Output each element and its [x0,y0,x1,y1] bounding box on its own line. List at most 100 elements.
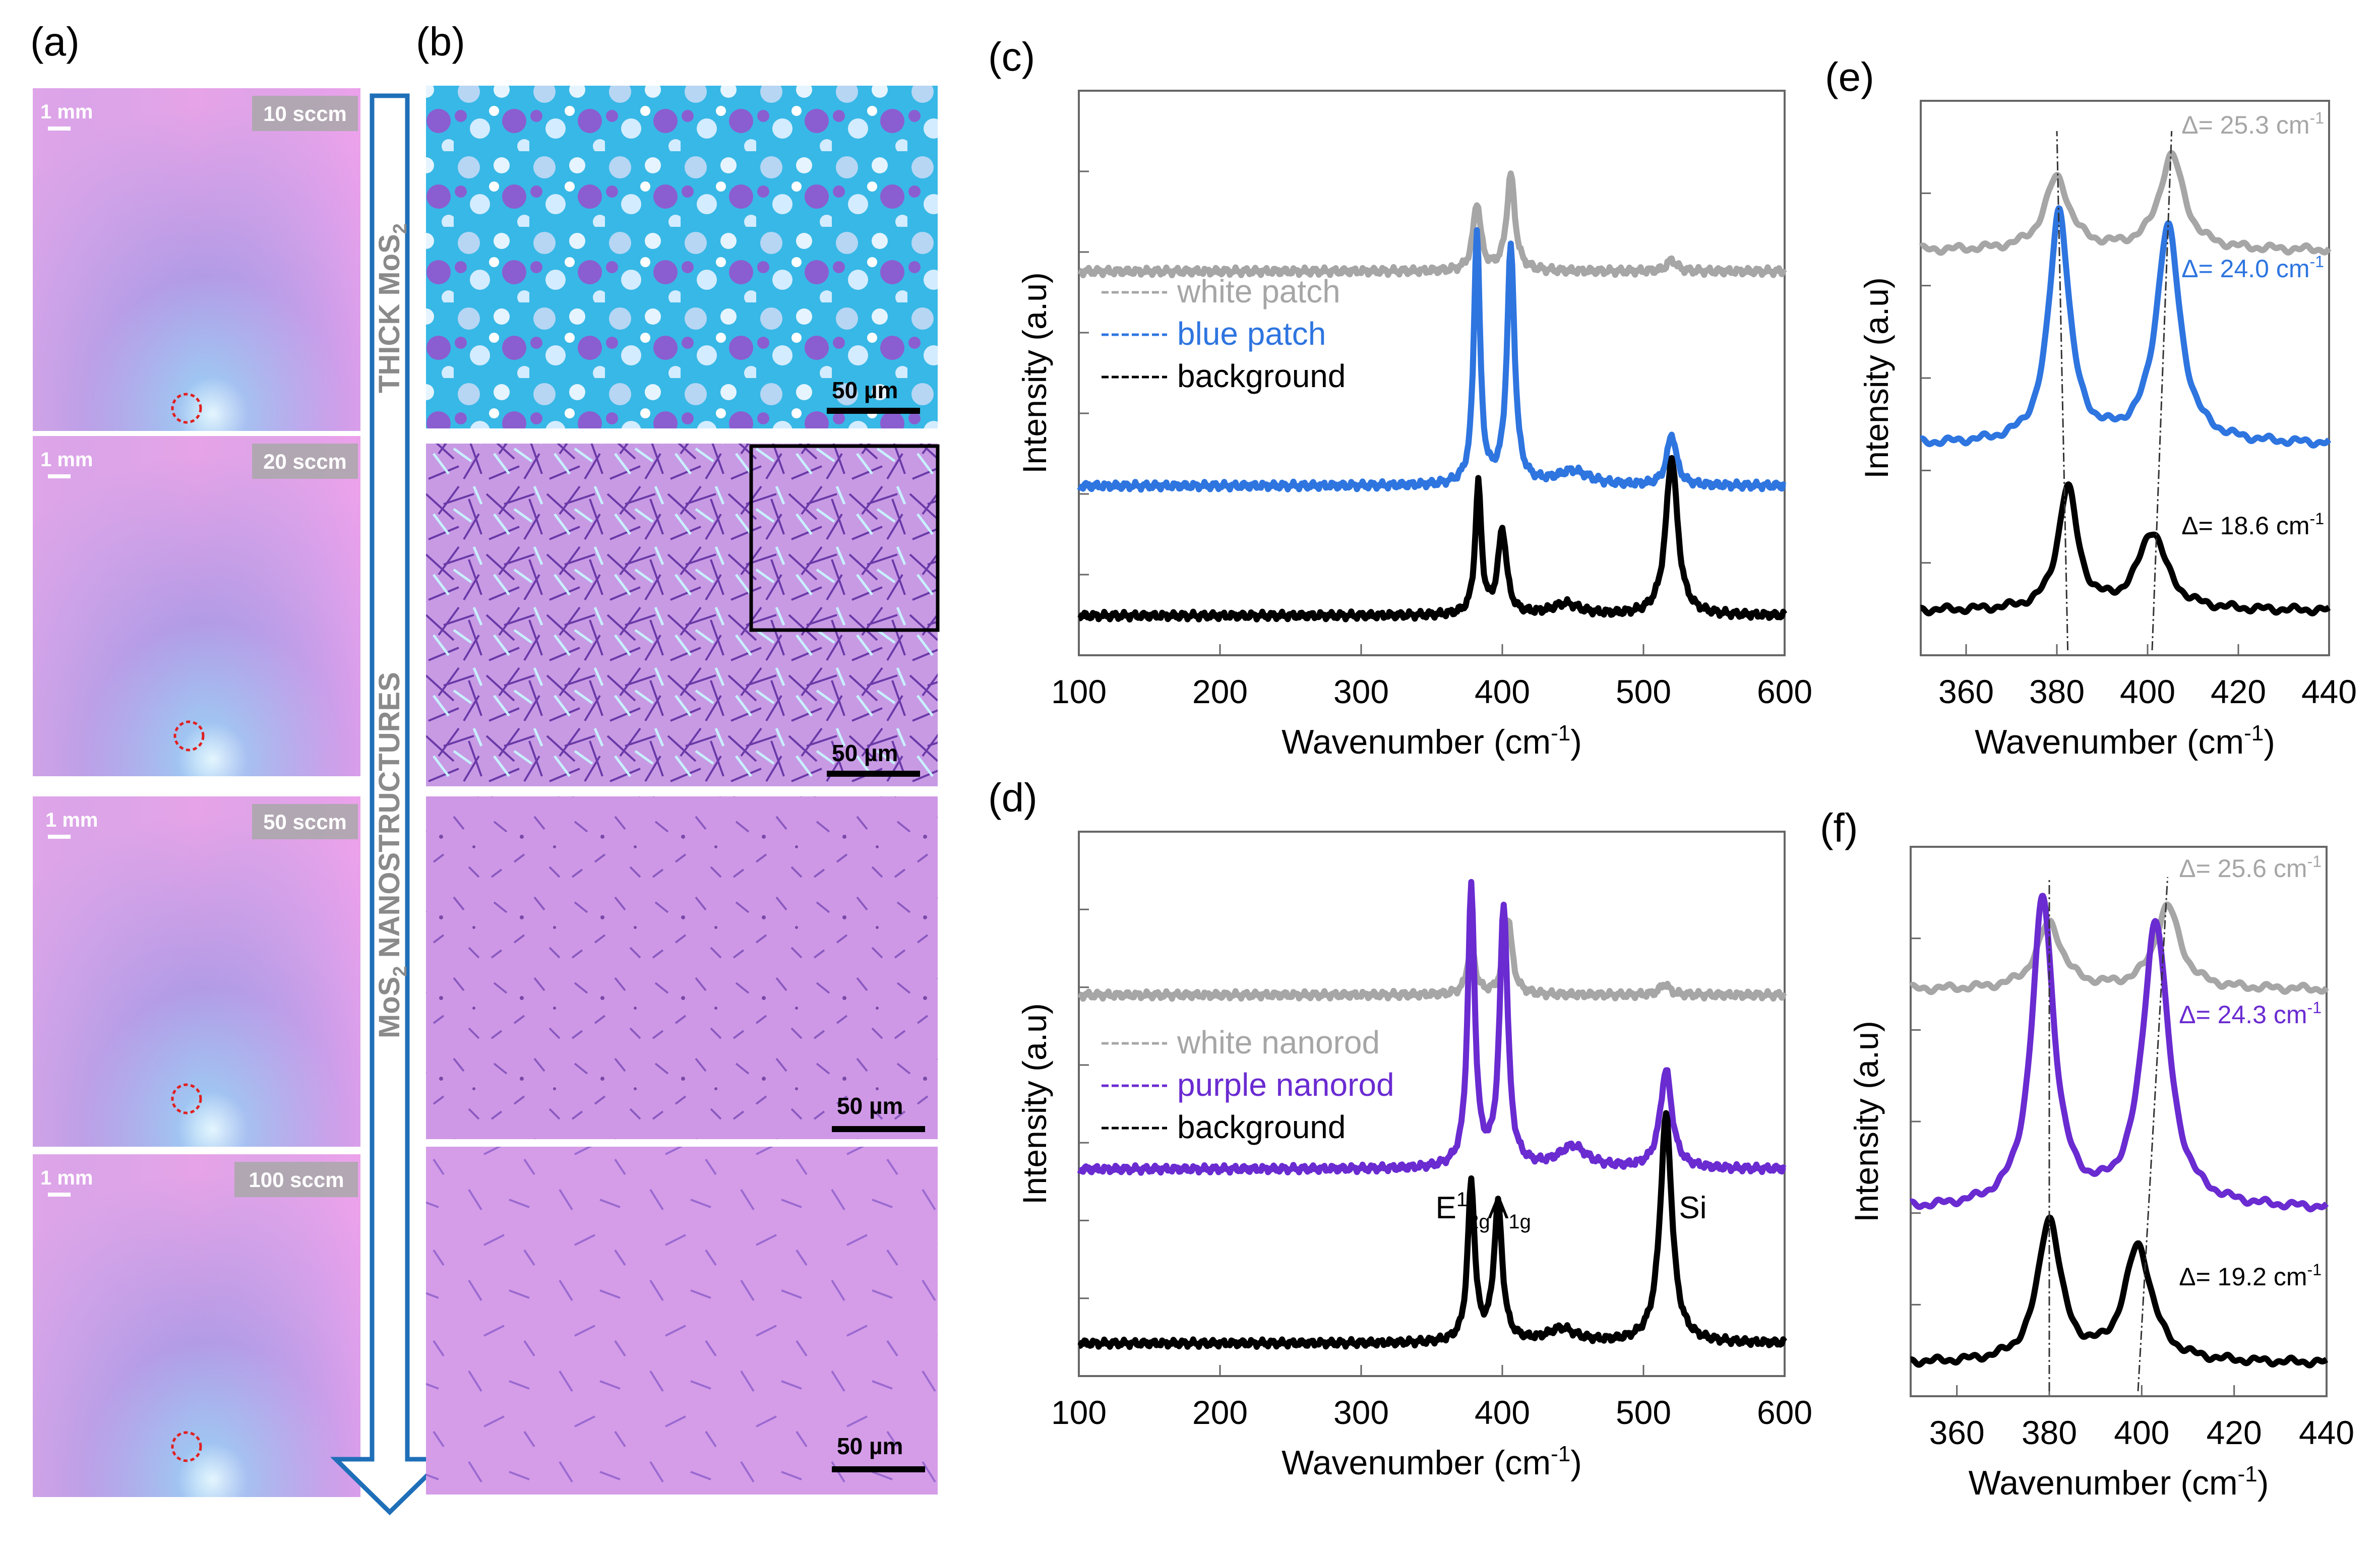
wafer-image-1: 1 mm 10 sccm [33,88,360,431]
x-tick-label: 200 [1192,1394,1248,1431]
peak-annotation: Si [1679,1191,1706,1225]
series-line-background [1918,481,2332,616]
scale-label: 1 mm [45,809,98,831]
measurement-spot-marker [171,393,202,424]
series-line-background [1908,1214,2329,1369]
measurement-spot-marker [171,1431,202,1462]
scale-label: 50 µm [837,1433,903,1459]
legend-label: background [1177,1109,1346,1145]
series-line-white-nanorod [1077,917,1787,1002]
panel-b-label: (b) [416,19,465,64]
x-tick-label: 360 [1929,1414,1985,1451]
thickness-trend-arrow: THICK MoS2 MoS2 NANOSTRUCTURES [330,93,450,1516]
x-tick-label: 600 [1757,1394,1812,1431]
x-tick-label: 300 [1333,1394,1389,1431]
y-axis-label: Intensity (a.u) [1016,1003,1053,1205]
raman-zoom-chart-e: (e) 360 380 400 420 440 Wavenumber (cm-1) Inten… [1825,54,2357,761]
peak-shift-guide [2056,131,2069,651]
x-tick-label: 400 [2114,1414,2169,1451]
scale-label: 50 µm [832,740,898,766]
series-line-background [1077,455,1788,623]
panel-label: (c) [988,34,1035,79]
raman-shift-delta-label: Δ= 25.6 cm-1 [2179,852,2322,883]
legend-label: white nanorod [1177,1024,1380,1061]
x-tick-label: 500 [1616,1394,1671,1431]
series-line-background [1077,1110,1788,1350]
raman-shift-delta-label: Δ= 24.0 cm-1 [2181,253,2324,283]
series-line-white-nanorod [1908,901,2329,996]
panel-label: (f) [1820,805,1858,850]
raman-shift-delta-label: Δ= 18.6 cm-1 [2181,510,2324,540]
micrograph-2: 50 µm [426,444,940,786]
raman-spectra-chart-c: (c) 100 200 300 400 500 600 Wavenumber (cm-1) In… [988,34,1812,761]
panel-a-label: (a) [30,19,80,64]
series-line-blue-patch [1077,227,1787,493]
x-tick-label: 420 [2211,673,2266,710]
flow-rate-label: 10 sccm [263,102,347,126]
wafer-image-4: 1 mm 100 sccm [33,1154,360,1497]
x-tick-label: 600 [1757,673,1812,710]
measurement-spot-marker [171,1083,202,1114]
x-tick-label: 400 [1475,673,1530,710]
legend-label: background [1177,358,1346,394]
x-tick-label: 380 [2029,673,2085,710]
flow-rate-label: 20 sccm [263,450,347,473]
x-axis-label: Wavenumber (cm-1) [1969,1462,2269,1502]
x-tick-label: 100 [1051,673,1107,710]
x-tick-label: 420 [2207,1414,2262,1451]
micrograph-4: 50 µm [426,1147,938,1495]
raman-shift-delta-label: Δ= 25.3 cm-1 [2181,109,2324,139]
legend-label: blue patch [1177,316,1326,352]
micrograph-3: 50 µm [426,796,938,1139]
legend-label: white patch [1177,273,1340,309]
x-tick-label: 400 [1475,1394,1530,1431]
x-tick-label: 440 [2299,1414,2354,1451]
peak-annotation: A1g [1488,1191,1531,1233]
x-tick-label: 440 [2301,673,2357,710]
scale-label: 50 µm [837,1093,903,1119]
raman-shift-delta-label: Δ= 19.2 cm-1 [2179,1261,2322,1291]
y-axis-label: Intensity (a.u) [1858,277,1895,479]
y-axis-label: Intensity (a.u) [1848,1021,1885,1222]
series-line-blue-patch [1918,205,2332,449]
x-tick-label: 300 [1333,673,1389,710]
inset-box [749,444,940,632]
peak-shift-guide [2137,877,2169,1392]
raman-spectra-chart-d: (d) 100 200 300 400 500 600 Wavenumber (cm-1) In… [988,775,1812,1482]
x-tick-label: 500 [1616,673,1671,710]
scale-label: 1 mm [40,101,93,123]
x-tick-label: 200 [1192,673,1248,710]
measurement-spot-marker [173,720,205,752]
scale-label: 50 µm [832,377,898,403]
x-tick-label: 400 [2120,673,2175,710]
raman-shift-delta-label: Δ= 24.3 cm-1 [2179,999,2322,1029]
raman-zoom-chart-f: (f) 360 380 400 420 440 Wavenumber (cm-1) Inten… [1820,805,2354,1502]
plot-frame [1920,100,2330,656]
series-line-purple-nanorod [1077,879,1787,1176]
plot-frame [1078,90,1786,656]
series-line-white-patch [1918,150,2332,256]
series-line-purple-nanorod [1908,893,2329,1213]
x-tick-label: 100 [1051,1394,1107,1431]
x-axis-label: Wavenumber (cm-1) [1975,721,2275,761]
mos2-nanostructures-label: MoS2 NANOSTRUCTURES [373,672,411,1038]
series-line-white-patch [1077,170,1787,279]
x-axis-label: Wavenumber (cm-1) [1281,1442,1582,1482]
legend-label: purple nanorod [1177,1067,1394,1103]
flow-rate-label: 50 sccm [263,810,347,834]
peak-shift-guide [2151,131,2173,651]
flow-rate-label: 100 sccm [249,1168,344,1192]
x-tick-label: 360 [1938,673,1994,710]
scale-label: 1 mm [40,449,93,471]
x-tick-label: 380 [2022,1414,2077,1451]
y-axis-label: Intensity (a.u) [1016,272,1053,474]
wafer-image-3: 1 mm 50 sccm [33,796,360,1147]
plot-frame [1078,831,1786,1377]
thick-mos2-label: THICK MoS2 [373,223,411,393]
x-axis-label: Wavenumber (cm-1) [1281,721,1582,761]
panel-label: (e) [1825,54,1874,99]
peak-annotation: E12g [1436,1189,1490,1233]
micrograph-1: 50 µm [426,86,938,428]
scale-label: 1 mm [40,1167,93,1189]
